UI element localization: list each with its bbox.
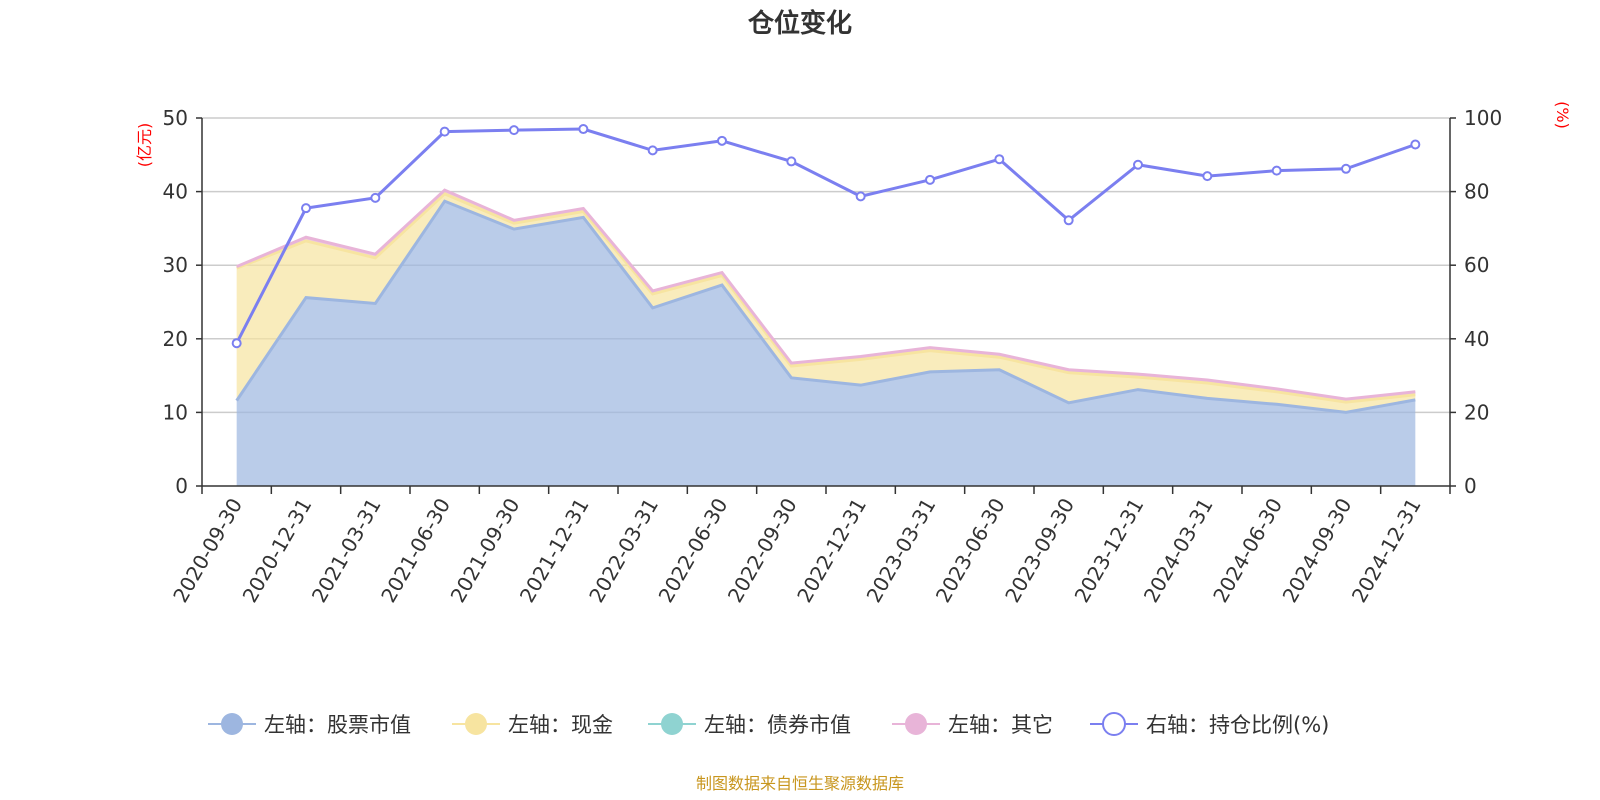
- data-source-note: 制图数据来自恒生聚源数据库: [696, 774, 904, 793]
- legend-label: 右轴：持仓比例(%): [1146, 713, 1329, 737]
- x-axis-tick-label: 2021-03-31: [307, 494, 386, 607]
- right-axis-tick-label: 100: [1464, 106, 1502, 130]
- ratio-point: [1202, 171, 1213, 182]
- legend-label: 左轴：股票市值: [264, 713, 411, 737]
- left-axis-tick-label: 50: [163, 106, 188, 130]
- ratio-point: [439, 126, 450, 137]
- legend-label: 左轴：其它: [948, 713, 1053, 737]
- ratio-point: [994, 154, 1005, 165]
- legend-item[interactable]: 左轴：其它: [892, 713, 1053, 737]
- ratio-point: [578, 124, 589, 135]
- legend-marker: [465, 713, 487, 735]
- ratio-point: [370, 192, 381, 203]
- right-axis-tick-label: 60: [1464, 253, 1489, 277]
- x-axis-tick-label: 2021-06-30: [376, 494, 455, 607]
- ratio-line: [235, 127, 1416, 344]
- legend-item[interactable]: 左轴：股票市值: [208, 713, 411, 737]
- legend[interactable]: 左轴：股票市值 左轴：现金 左轴：债券市值 左轴：其它 右轴：持仓比例(%): [208, 712, 1329, 737]
- x-axis-tick-label: 2022-03-31: [584, 494, 663, 607]
- left-axis-unit: (亿元): [135, 123, 154, 168]
- left-axis-tick-label: 40: [163, 180, 188, 204]
- x-axis-tick-label: 2021-12-31: [515, 494, 594, 607]
- left-axis-tick-label: 30: [163, 253, 188, 277]
- ratio-point: [231, 338, 242, 349]
- area-左轴：股票市值: [236, 201, 1416, 486]
- area-左轴：现金: [236, 193, 1416, 413]
- x-axis-tick-label: 2024-12-31: [1347, 494, 1426, 607]
- area-edge-左轴：股票市值: [235, 199, 1416, 414]
- x-axis-tick-label: 2024-09-30: [1277, 494, 1356, 607]
- legend-label: 左轴：现金: [508, 713, 613, 737]
- legend-marker: [905, 713, 927, 735]
- left-axis-tick-label: 0: [175, 474, 188, 498]
- right-axis-tick-label: 80: [1464, 180, 1489, 204]
- x-axis-tick-label: 2023-12-31: [1069, 494, 1148, 607]
- ratio-point: [717, 135, 727, 146]
- legend-marker: [221, 713, 243, 735]
- ratio-point: [1133, 159, 1143, 170]
- legend-marker: [1102, 712, 1126, 736]
- legend-label: 左轴：债券市值: [704, 713, 851, 737]
- ratio-point: [647, 145, 658, 156]
- x-axis-tick-label: 2023-09-30: [1000, 494, 1079, 607]
- x-axis-tick-label: 2020-12-31: [237, 494, 316, 607]
- ratio-point: [301, 203, 311, 214]
- legend-marker: [661, 713, 683, 735]
- right-axis-tick-label: 40: [1464, 327, 1489, 351]
- ratio-point: [1271, 165, 1282, 176]
- ratio-point: [786, 156, 797, 167]
- legend-item[interactable]: 右轴：持仓比例(%): [1090, 712, 1329, 737]
- x-axis-tick-label: 2021-09-30: [445, 494, 524, 607]
- ratio-point: [1063, 215, 1074, 226]
- x-axis-tick-label: 2022-09-30: [723, 494, 802, 607]
- ratio-point: [855, 191, 866, 202]
- area-series: [235, 188, 1416, 486]
- ratio-line-series: [231, 124, 1421, 349]
- left-axis-tick-label: 10: [163, 400, 188, 424]
- left-axis-tick-label: 20: [163, 327, 188, 351]
- right-axis-tick-label: 20: [1464, 400, 1489, 424]
- legend-item[interactable]: 左轴：现金: [452, 713, 613, 737]
- x-axis-tick-label: 2020-09-30: [168, 494, 247, 607]
- chart-title: 仓位变化: [747, 8, 852, 39]
- x-axis-tick-label: 2023-03-31: [861, 494, 940, 607]
- x-axis-tick-label: 2023-06-30: [931, 494, 1010, 607]
- area-edge-左轴：其它: [236, 188, 1416, 401]
- x-axis-tick-label: 2022-06-30: [653, 494, 732, 607]
- ratio-point: [509, 125, 519, 136]
- ratio-point: [1341, 163, 1351, 174]
- ratio-point: [925, 174, 935, 185]
- x-axis-tick-label: 2022-12-31: [792, 494, 871, 607]
- ratio-point: [1410, 139, 1421, 150]
- x-axis-tick-label: 2024-06-30: [1208, 494, 1287, 607]
- area-edge-左轴：现金: [236, 192, 1416, 404]
- right-axis-tick-label: 0: [1464, 474, 1477, 498]
- right-axis-unit: (%): [1553, 101, 1572, 129]
- legend-item[interactable]: 左轴：债券市值: [648, 713, 851, 737]
- x-axis-tick-label: 2024-03-31: [1139, 494, 1218, 607]
